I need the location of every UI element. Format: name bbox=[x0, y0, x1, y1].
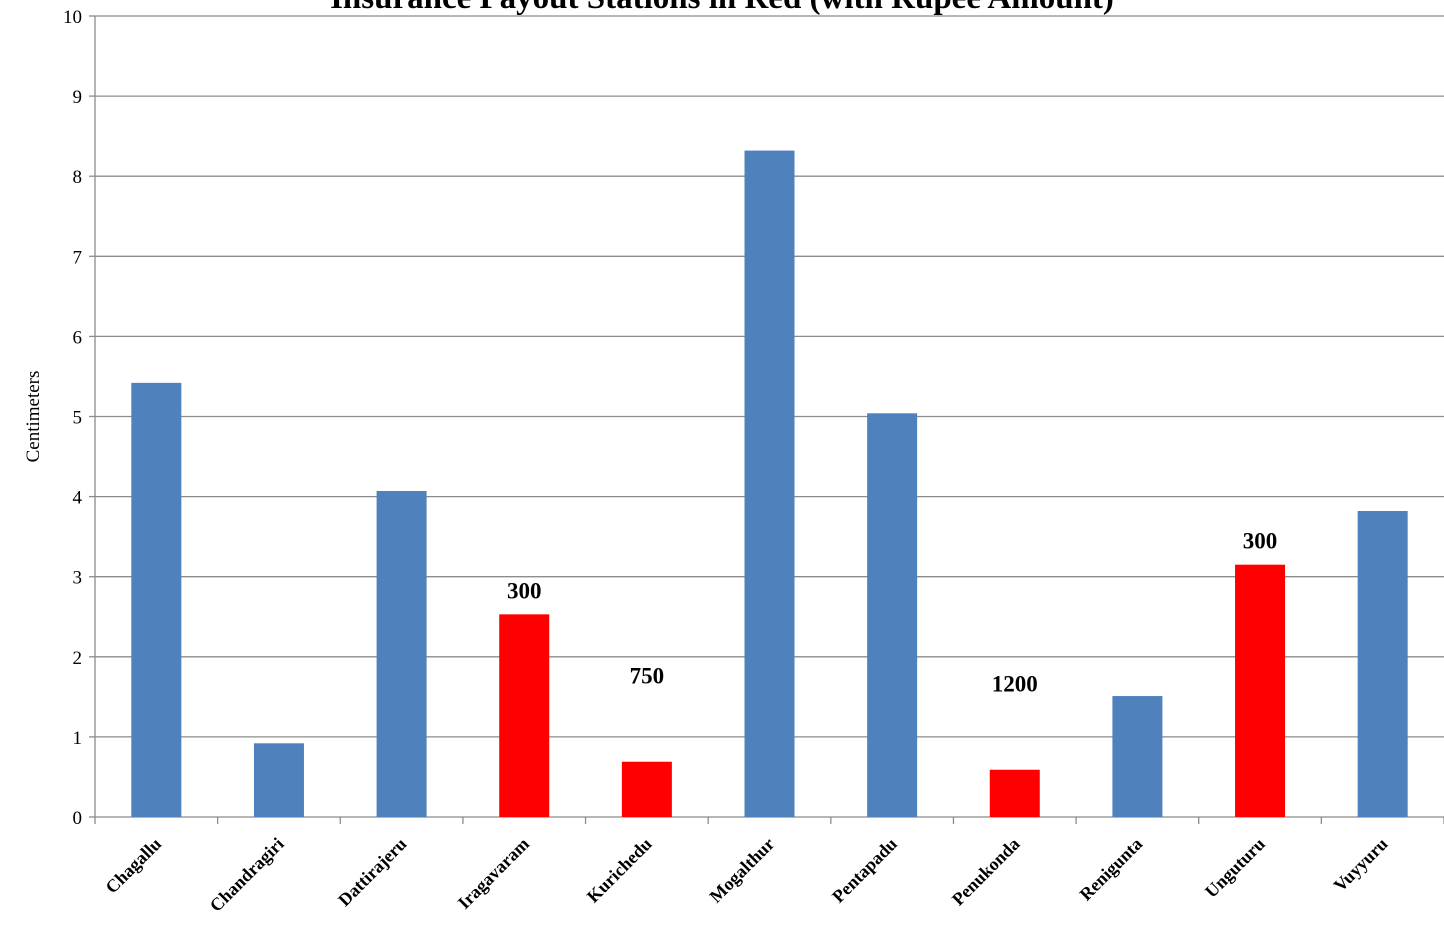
x-tick-label: Kurichedu bbox=[583, 834, 656, 907]
chart-title: Insurance Payout Stations in Red (with R… bbox=[0, 0, 1444, 17]
y-tick-label: 6 bbox=[73, 327, 83, 348]
y-tick-label: 9 bbox=[73, 87, 83, 108]
y-tick-label: 2 bbox=[73, 648, 83, 669]
bar bbox=[867, 413, 918, 817]
y-axis-label: Centimeters bbox=[23, 371, 44, 463]
y-tick-label: 5 bbox=[73, 408, 83, 429]
y-tick-label: 1 bbox=[73, 728, 83, 749]
bar bbox=[131, 382, 182, 817]
y-tick-label: 7 bbox=[73, 247, 83, 268]
bar bbox=[1112, 696, 1163, 817]
bar bbox=[744, 150, 795, 817]
bar bbox=[1357, 511, 1408, 817]
y-tick-label: 0 bbox=[73, 808, 83, 829]
bar bbox=[989, 769, 1040, 817]
bar bbox=[253, 743, 304, 817]
x-tick-label: Pentapadu bbox=[828, 834, 901, 907]
bar bbox=[499, 614, 550, 817]
y-tick-label: 10 bbox=[63, 7, 82, 28]
bar bbox=[1235, 564, 1286, 817]
x-tick-label: Vuyyuru bbox=[1330, 834, 1392, 896]
y-tick-label: 8 bbox=[73, 167, 83, 188]
x-tick-label: Unguturu bbox=[1201, 834, 1269, 902]
x-tick-label: Chagallu bbox=[101, 834, 165, 898]
data-label: 750 bbox=[630, 664, 665, 689]
y-tick-label: 3 bbox=[73, 568, 83, 589]
data-label: 1200 bbox=[992, 672, 1038, 697]
x-tick-label: Iragavaram bbox=[454, 834, 533, 913]
x-tick-label: Penukonda bbox=[948, 834, 1024, 910]
bar bbox=[376, 490, 427, 817]
data-label: 300 bbox=[1243, 529, 1278, 554]
x-tick-label: Dattirajeru bbox=[334, 834, 410, 910]
x-tick-label: Renigunta bbox=[1076, 834, 1147, 905]
x-tick-label: Chandragiri bbox=[206, 834, 288, 916]
y-tick-label: 4 bbox=[73, 488, 83, 509]
data-label: 300 bbox=[507, 578, 542, 603]
bar bbox=[621, 761, 672, 817]
x-tick-label: Mogalthur bbox=[705, 834, 778, 907]
